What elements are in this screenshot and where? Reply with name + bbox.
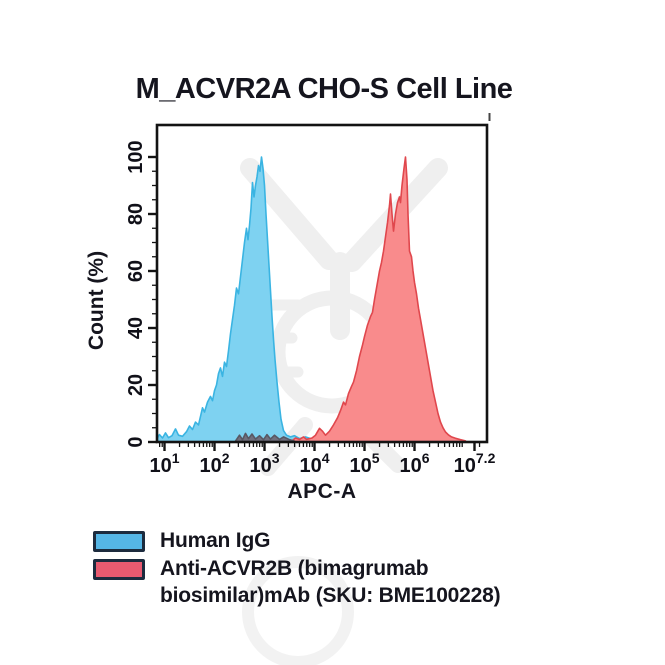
legend-label-human-igg: Human IgG bbox=[160, 529, 271, 552]
legend-swatch-anti-acvr2b bbox=[93, 559, 145, 580]
legend: Human IgG Anti-ACVR2B (bimagrumab biosim… bbox=[93, 527, 565, 609]
y-tick-label: 20 bbox=[125, 374, 147, 396]
x-tick-label: 106 bbox=[399, 450, 429, 477]
y-tick-label: 0 bbox=[125, 436, 147, 447]
x-tick-label: 107.2 bbox=[454, 450, 496, 477]
axes-layer: 101 102 103 104 105 106 107.2 0 20 40 60 80 100 APC-A… bbox=[85, 123, 496, 503]
plot-frame bbox=[155, 123, 489, 444]
series-layer bbox=[156, 156, 467, 443]
x-tick-label: 104 bbox=[299, 450, 329, 477]
histogram-overlap bbox=[234, 432, 296, 443]
y-tick-label: 80 bbox=[125, 203, 147, 225]
y-tick-label: 60 bbox=[125, 260, 147, 282]
x-tick-label: 103 bbox=[249, 450, 279, 477]
y-axis-label: Count (%) bbox=[85, 251, 108, 350]
histogram-human bbox=[156, 156, 436, 443]
legend-item-human-igg: Human IgG bbox=[93, 527, 565, 554]
legend-label-anti-acvr2b: Anti-ACVR2B (bimagrumab biosimilar)mAb (… bbox=[160, 557, 501, 607]
x-tick-label: 105 bbox=[349, 450, 379, 477]
page-title: M_ACVR2A CHO-S Cell Line bbox=[135, 73, 513, 106]
y-tick-label: 100 bbox=[125, 140, 147, 173]
histogram-anti-acvr2b bbox=[291, 156, 467, 443]
y-tick-label: 40 bbox=[125, 317, 147, 339]
x-tick-label: 102 bbox=[199, 450, 229, 477]
legend-item-anti-acvr2b: Anti-ACVR2B (bimagrumab biosimilar)mAb (… bbox=[93, 555, 565, 609]
legend-swatch-human-igg bbox=[93, 531, 145, 552]
x-axis-label: APC-A bbox=[288, 480, 357, 503]
x-tick-label: 101 bbox=[149, 450, 179, 477]
